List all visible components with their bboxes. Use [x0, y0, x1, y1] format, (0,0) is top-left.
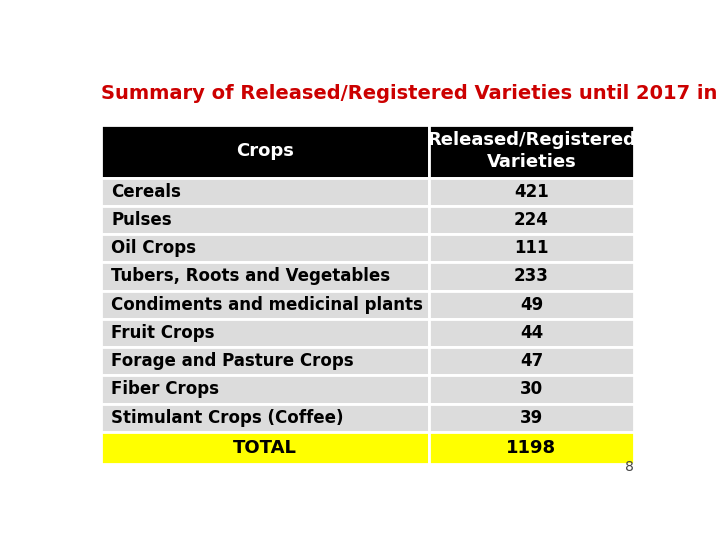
Text: 44: 44: [520, 324, 543, 342]
Bar: [101, 319, 429, 347]
Text: Forage and Pasture Crops: Forage and Pasture Crops: [111, 352, 354, 370]
Bar: [429, 319, 634, 347]
Bar: [429, 291, 634, 319]
Bar: [429, 262, 634, 291]
Text: 30: 30: [520, 380, 543, 399]
Bar: [429, 234, 634, 262]
Bar: [429, 432, 634, 464]
Text: Fiber Crops: Fiber Crops: [111, 380, 219, 399]
Text: TOTAL: TOTAL: [233, 439, 297, 457]
Text: 39: 39: [520, 409, 543, 427]
Text: Oil Crops: Oil Crops: [111, 239, 197, 257]
Text: 8: 8: [625, 461, 634, 474]
Text: Fruit Crops: Fruit Crops: [111, 324, 215, 342]
Text: 224: 224: [514, 211, 549, 229]
Bar: [101, 403, 429, 432]
Bar: [429, 178, 634, 206]
Text: Stimulant Crops (Coffee): Stimulant Crops (Coffee): [111, 409, 343, 427]
Text: Released/Registered
Varieties: Released/Registered Varieties: [427, 131, 636, 172]
Bar: [429, 206, 634, 234]
Bar: [101, 347, 429, 375]
Bar: [101, 234, 429, 262]
Text: 421: 421: [514, 183, 549, 201]
Text: 111: 111: [514, 239, 549, 257]
Text: Pulses: Pulses: [111, 211, 172, 229]
Bar: [429, 125, 634, 178]
Bar: [429, 375, 634, 403]
Bar: [101, 291, 429, 319]
Bar: [101, 375, 429, 403]
Text: 49: 49: [520, 296, 543, 314]
Bar: [429, 347, 634, 375]
Text: Cereals: Cereals: [111, 183, 181, 201]
Text: Summary of Released/Registered Varieties until 2017 in Ethiopia: Summary of Released/Registered Varieties…: [101, 84, 720, 103]
Text: 47: 47: [520, 352, 543, 370]
Bar: [101, 125, 429, 178]
Bar: [101, 262, 429, 291]
Text: 233: 233: [514, 267, 549, 286]
Text: Crops: Crops: [236, 143, 294, 160]
Bar: [101, 432, 429, 464]
Bar: [101, 178, 429, 206]
Text: 1198: 1198: [506, 439, 557, 457]
Bar: [101, 206, 429, 234]
Text: Condiments and medicinal plants: Condiments and medicinal plants: [111, 296, 423, 314]
Bar: [429, 403, 634, 432]
Text: Tubers, Roots and Vegetables: Tubers, Roots and Vegetables: [111, 267, 390, 286]
